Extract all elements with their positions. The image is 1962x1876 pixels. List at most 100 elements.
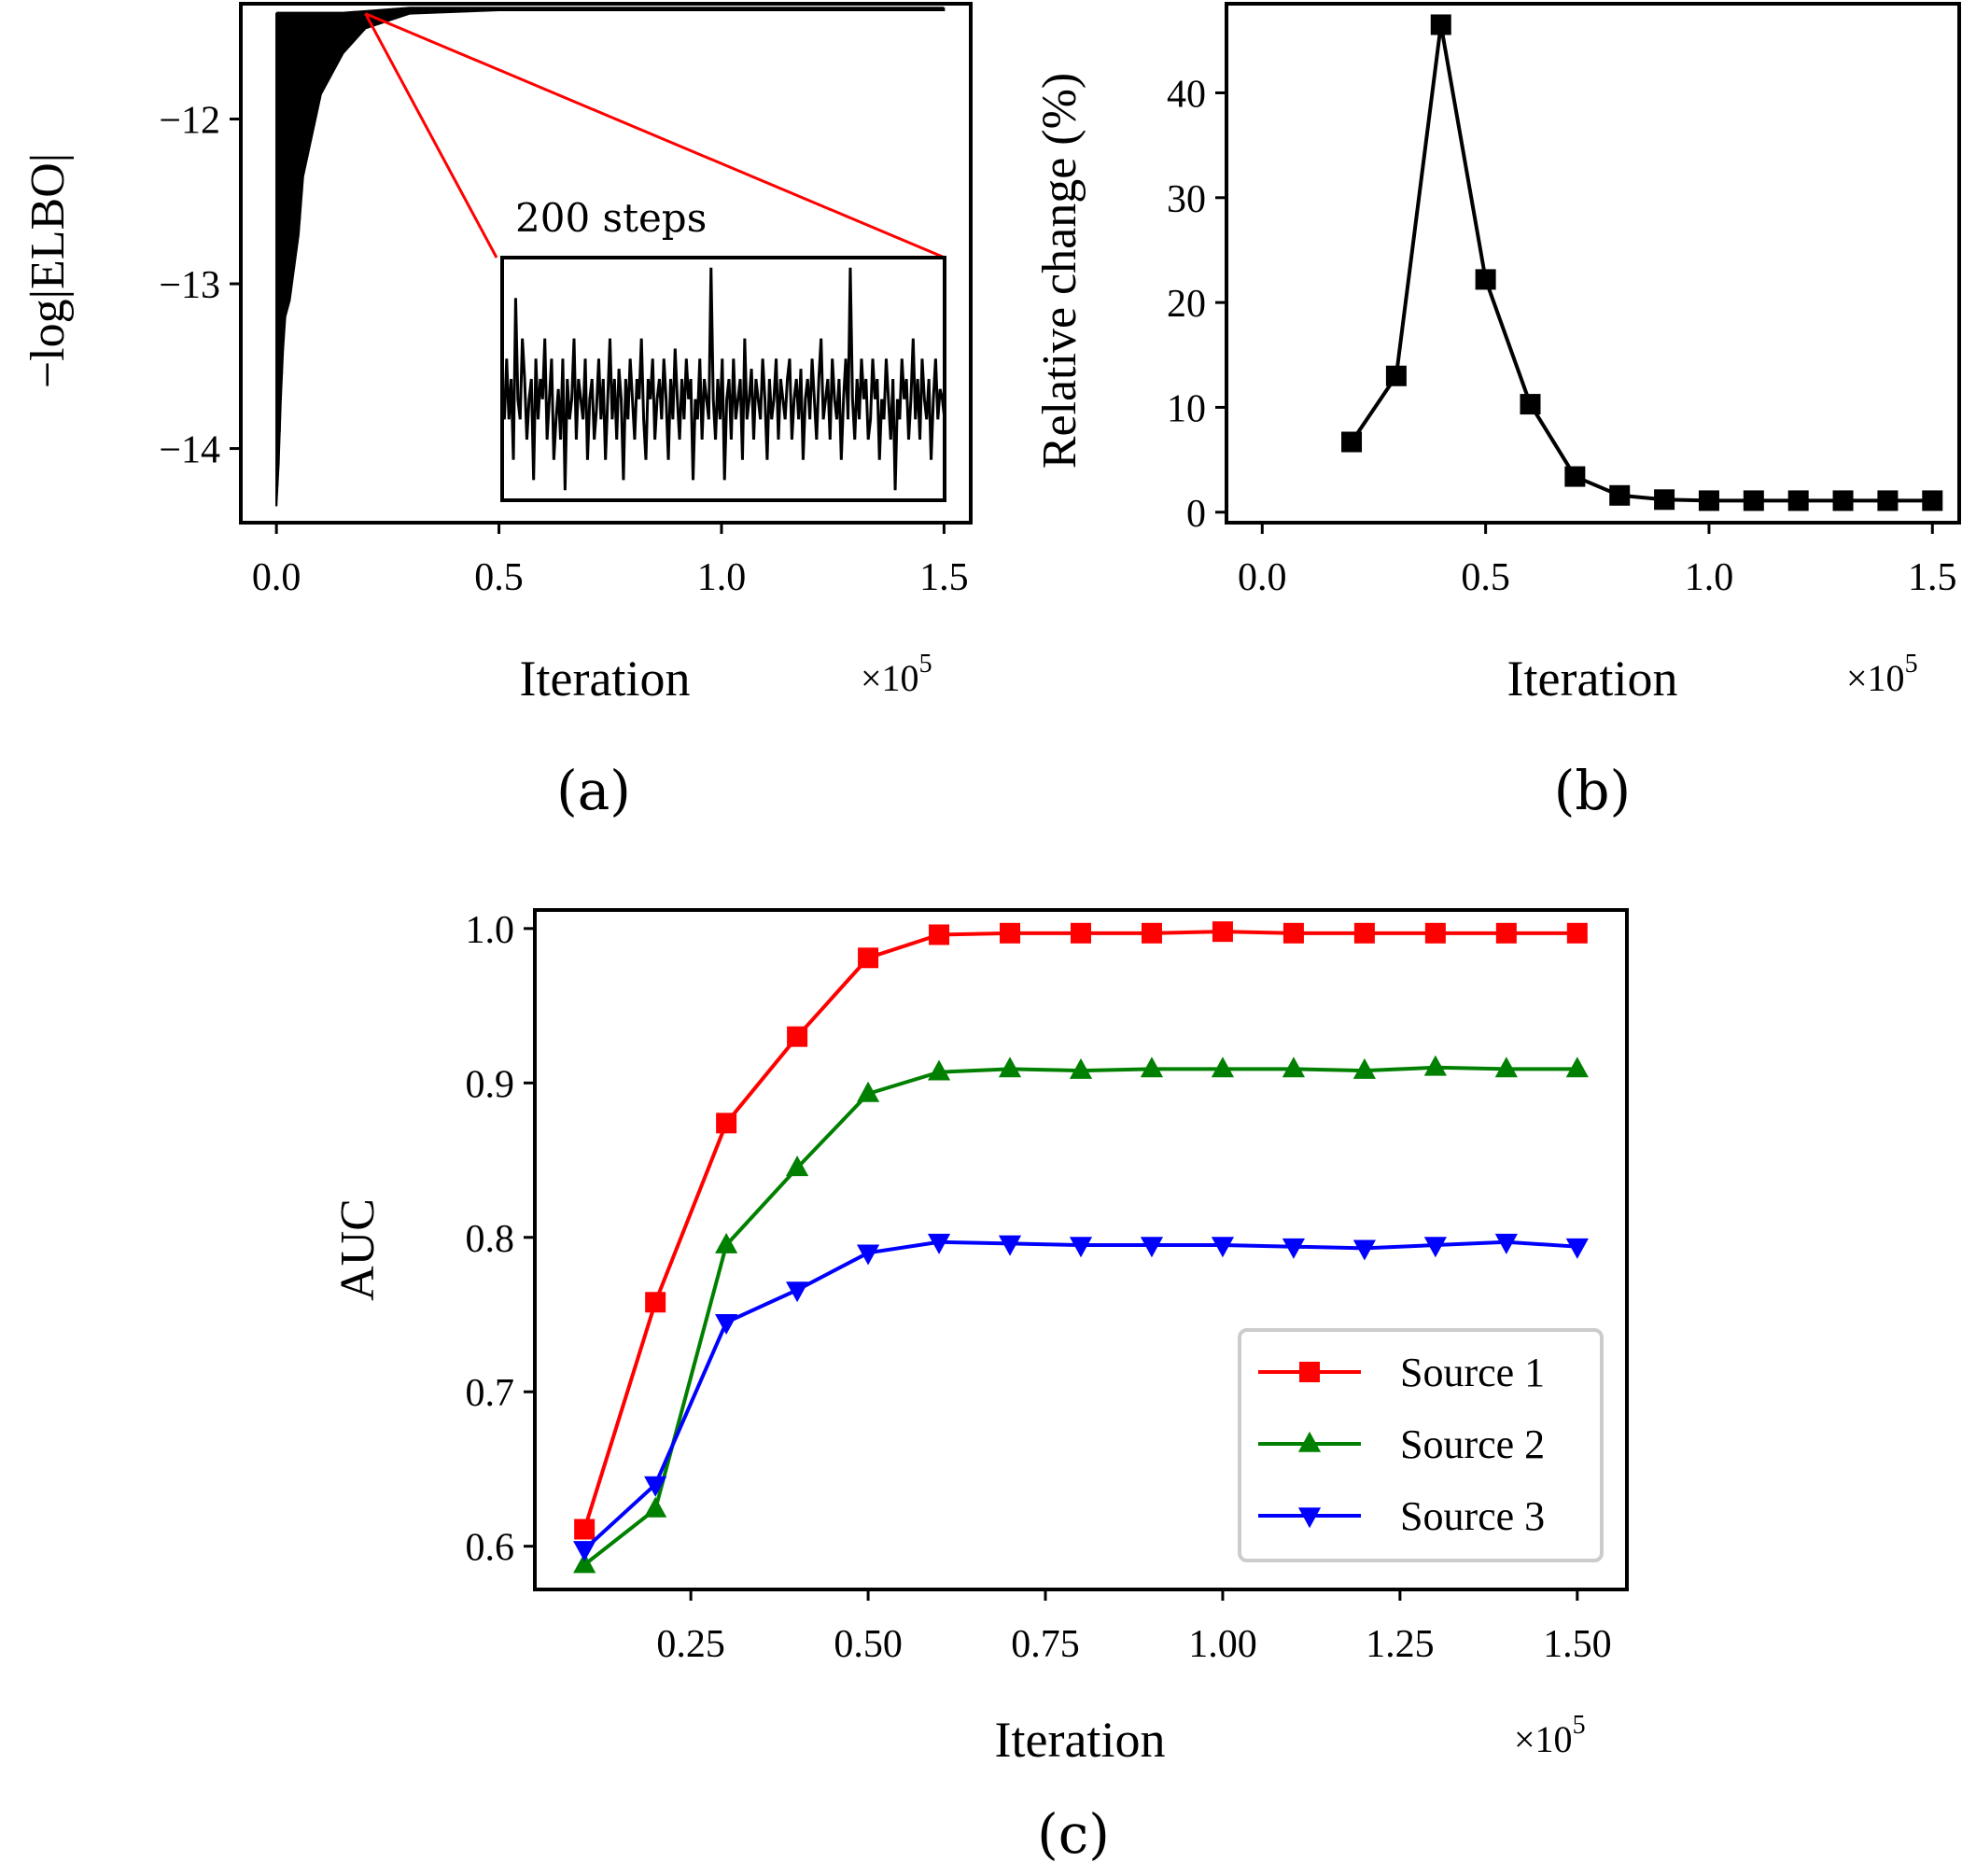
- panel-b-xticks: 0.0 0.5 1.0 1.5: [1238, 523, 1957, 599]
- series-point-2: [856, 1081, 880, 1102]
- series-point-2: [644, 1496, 667, 1518]
- panel-c-ylabel: AUC: [331, 1198, 385, 1301]
- panel-b-yticks: 0 10 20 30 40: [1167, 73, 1226, 536]
- relative-change-point: [1654, 489, 1675, 511]
- panel-b-x-multiplier: ×105: [1846, 650, 1918, 699]
- relative-change-point: [1922, 490, 1943, 511]
- panel-a-xticks: 0.0 0.5 1.0 1.5: [252, 523, 969, 599]
- series-point-1: [716, 1113, 737, 1134]
- x-tick-label: 0.0: [1238, 556, 1287, 599]
- panel-b-xlabel: Iteration: [1507, 651, 1678, 707]
- relative-change-point: [1787, 490, 1809, 511]
- series-point-1: [1495, 922, 1517, 944]
- relative-change-point: [1564, 466, 1586, 487]
- relative-change-point: [1520, 394, 1541, 415]
- series-point-2: [1423, 1055, 1447, 1076]
- x-tick-label: 0.0: [252, 556, 301, 599]
- panel-a-x-multiplier: ×105: [861, 650, 932, 699]
- x-tick-label: 1.5: [1908, 556, 1957, 599]
- panel-c-caption: (c): [1037, 1802, 1110, 1866]
- x-tick-label: 0.50: [834, 1623, 903, 1666]
- panel-c-frame: [533, 908, 1629, 1591]
- panel-b-caption: (b): [1554, 759, 1631, 822]
- relative-change-point: [1832, 490, 1854, 511]
- relative-change-point: [1877, 490, 1899, 511]
- series-point-3: [1423, 1237, 1447, 1258]
- series-point-2: [573, 1552, 596, 1574]
- elbo-oscillation: [275, 13, 321, 507]
- series-point-2: [1565, 1057, 1589, 1078]
- y-tick-label: 0: [1186, 493, 1206, 536]
- y-tick-label: 20: [1167, 283, 1206, 326]
- legend-label: Source 1: [1400, 1350, 1545, 1395]
- panel-b: 0.0 0.5 1.0 1.5 0 10 20 30 40 Iteration ×105 Re…: [1033, 2, 1961, 822]
- panel-c-xticks: 0.25 0.50 0.75 1.00 1.25 1.50: [656, 1589, 1612, 1666]
- series-point-1: [1212, 921, 1233, 943]
- legend-label: Source 3: [1400, 1493, 1545, 1539]
- relative-change-point: [1475, 269, 1496, 290]
- panel-c-marks: [573, 921, 1589, 1574]
- series-point-2: [1140, 1057, 1164, 1078]
- series-point-1: [1282, 922, 1304, 944]
- legend-box: [1238, 1328, 1604, 1562]
- relative-change-point: [1609, 484, 1631, 506]
- series-point-1: [1000, 922, 1021, 944]
- elbo-line: [276, 7, 945, 16]
- series-point-1: [858, 947, 879, 969]
- y-tick-label: 0.9: [466, 1063, 515, 1106]
- series-point-3: [786, 1281, 809, 1303]
- x-tick-label: 1.0: [1685, 556, 1734, 599]
- x-tick-label: 1.00: [1188, 1623, 1257, 1666]
- panel-c-yticks: 0.6 0.7 0.8 0.9 1.0: [466, 909, 535, 1570]
- series-point-3: [1352, 1239, 1376, 1261]
- y-tick-label: −13: [159, 264, 220, 307]
- panel-a: 200 steps 0.0 0.5 1.0 1.5 −12 −13 −14 Iterati…: [21, 2, 973, 822]
- series-point-2: [1211, 1057, 1235, 1078]
- series-point-3: [1211, 1237, 1235, 1258]
- series-point-2: [1352, 1057, 1376, 1079]
- panel-a-caption: (a): [556, 759, 631, 822]
- relative-change-point: [1698, 490, 1719, 511]
- series-point-2: [1069, 1057, 1093, 1079]
- series-point-1: [1141, 922, 1162, 944]
- panel-a-inset-label: 200 steps: [515, 195, 707, 241]
- relative-change-point: [1743, 490, 1764, 511]
- series-point-3: [573, 1541, 596, 1562]
- series-point-3: [1494, 1233, 1518, 1254]
- series-point-3: [1069, 1237, 1093, 1258]
- series-point-1: [645, 1292, 666, 1313]
- relative-change-point: [1430, 14, 1451, 35]
- series-point-1: [1424, 922, 1446, 944]
- series-point-2: [1494, 1057, 1518, 1078]
- series-point-3: [644, 1476, 667, 1497]
- x-tick-label: 1.5: [919, 556, 969, 599]
- series-point-2: [786, 1155, 809, 1177]
- series-point-1: [929, 924, 950, 945]
- panel-a-frame: [239, 2, 973, 525]
- x-tick-label: 1.0: [697, 556, 747, 599]
- y-tick-label: −14: [159, 429, 220, 472]
- y-tick-label: 40: [1167, 73, 1206, 116]
- series-point-1: [1071, 922, 1091, 944]
- series-point-1: [1353, 922, 1375, 944]
- legend-marker: [1297, 1507, 1322, 1529]
- relative-change-line: [1350, 24, 1933, 503]
- series-point-3: [715, 1313, 738, 1335]
- panel-c-legend: Source 1 Source 2 Source 3: [1238, 1328, 1604, 1562]
- series-point-2: [927, 1059, 951, 1081]
- panel-b-frame: [1225, 2, 1961, 525]
- x-tick-label: 0.75: [1011, 1623, 1080, 1666]
- panel-a-marks: [275, 7, 946, 507]
- y-tick-label: 0.6: [466, 1527, 515, 1570]
- y-tick-label: 1.0: [466, 909, 515, 952]
- x-tick-label: 0.25: [656, 1623, 725, 1666]
- panel-c-x-multiplier: ×105: [1514, 1711, 1586, 1760]
- y-tick-label: 10: [1167, 387, 1206, 430]
- panel-c-xlabel: Iteration: [995, 1712, 1166, 1768]
- series-point-3: [998, 1235, 1022, 1256]
- legend-marker: [1299, 1362, 1320, 1382]
- panel-a-xlabel: Iteration: [520, 651, 691, 707]
- series-point-3: [927, 1233, 951, 1254]
- series-point-3: [856, 1244, 880, 1266]
